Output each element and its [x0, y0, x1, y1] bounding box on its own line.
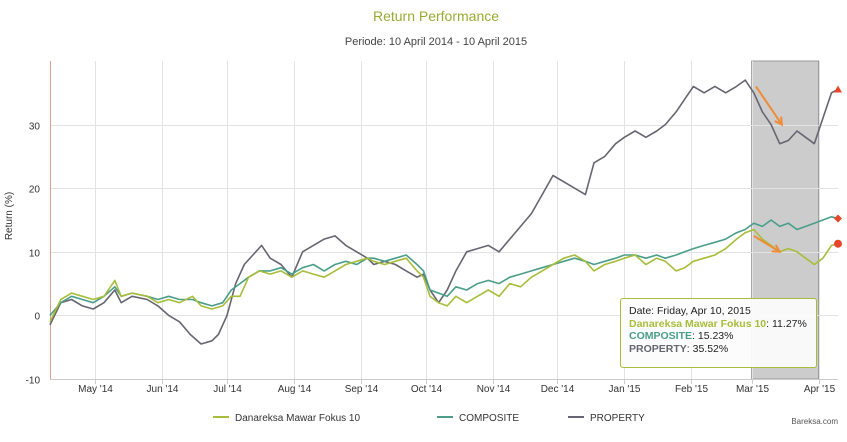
x-tick-label: Sep '14 — [345, 384, 379, 395]
data-tooltip: Date: Friday, Apr 10, 2015 Danareksa Maw… — [620, 298, 817, 368]
x-tick-label: May '14 — [78, 384, 113, 395]
x-tick-label: Jun '14 — [147, 384, 179, 395]
series-line — [49, 79, 839, 345]
annotation-arrowhead — [771, 244, 782, 253]
tooltip-row-composite: COMPOSITE: 15.23% — [629, 330, 734, 342]
x-tick-label: Nov '14 — [477, 384, 511, 395]
y-tick-label: 30 — [29, 122, 41, 133]
y-tick-label: 20 — [29, 185, 41, 196]
tooltip-series-value: 11.27% — [772, 317, 807, 330]
y-tick-label: 0 — [34, 312, 40, 323]
credit-text[interactable]: Bareksa.com — [791, 417, 838, 426]
series-end-marker — [834, 239, 842, 248]
legend-item[interactable]: Danareksa Mawar Fokus 10 — [213, 413, 360, 424]
x-tick-label: Feb '15 — [675, 384, 708, 395]
tooltip-series-name: PROPERTY — [629, 342, 687, 355]
tooltip-date: Date: Friday, Apr 10, 2015 — [629, 305, 751, 317]
tooltip-row-property: PROPERTY: 35.52% — [629, 342, 729, 355]
legend-label: PROPERTY — [590, 413, 645, 424]
x-tick-label: Mar '15 — [736, 384, 769, 395]
x-tick-label: Jan '15 — [609, 384, 641, 395]
y-axis-label: Return (%) — [4, 192, 15, 240]
legend-label: COMPOSITE — [459, 413, 519, 424]
tooltip-series-value: 35.52% — [692, 342, 729, 355]
legend-item[interactable]: PROPERTY — [568, 413, 645, 424]
annotation-arrowhead — [774, 116, 784, 127]
tooltip-series-name: Danareksa Mawar Fokus 10 — [629, 317, 767, 330]
x-tick-label: Oct '14 — [411, 384, 443, 395]
annotation-arrow — [755, 85, 783, 126]
x-tick-label: Aug '14 — [278, 384, 312, 395]
legend-item[interactable]: COMPOSITE — [437, 413, 519, 424]
chart-title: Return Performance — [373, 8, 499, 24]
tooltip-series-name: COMPOSITE — [629, 330, 693, 342]
chart-subtitle: Periode: 10 April 2014 - 10 April 2015 — [345, 36, 527, 48]
series-end-marker — [834, 85, 842, 93]
y-tick-label: -10 — [26, 376, 41, 387]
x-tick-label: Jul '14 — [213, 384, 242, 395]
annotation-arrow — [753, 235, 781, 253]
x-tick-label: Apr '15 — [804, 384, 836, 395]
series-line — [49, 216, 839, 316]
tooltip-series-value: 15.23% — [697, 330, 734, 342]
y-tick-label: 10 — [29, 249, 41, 260]
tooltip-row-danareksa: Danareksa Mawar Fokus 10: 11.27% — [629, 317, 807, 330]
legend-label: Danareksa Mawar Fokus 10 — [235, 413, 360, 424]
series-end-marker — [834, 214, 842, 223]
series-line — [49, 228, 839, 323]
x-tick-label: Dec '14 — [541, 384, 575, 395]
